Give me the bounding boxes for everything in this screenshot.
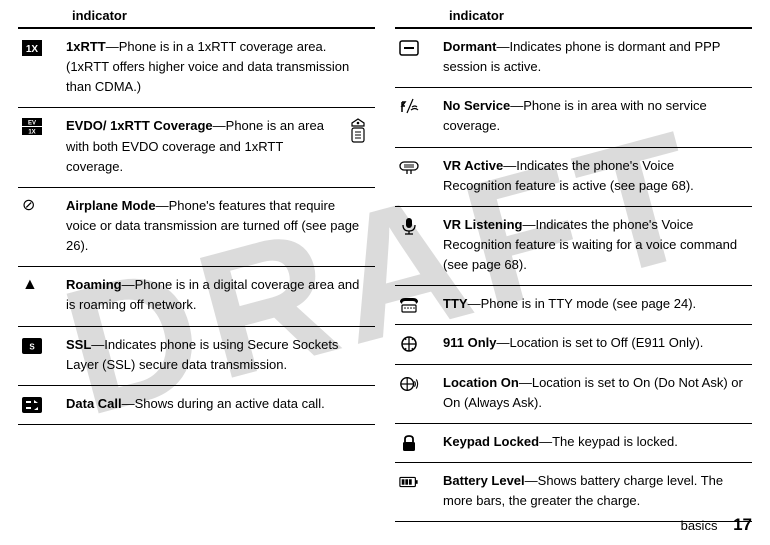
text: —Phone is in TTY mode (see page 24). (468, 296, 697, 311)
desc: 911 Only—Location is set to Off (E911 On… (443, 333, 746, 353)
title: Airplane Mode (66, 198, 156, 213)
t1: — (519, 375, 532, 390)
right-column: indicator Dormant—Indicates phone is dor… (395, 4, 752, 522)
table-row: Data Call—Shows during an active data ca… (18, 386, 375, 425)
t2: is set to (559, 335, 611, 350)
desc: Keypad Locked—The keypad is locked. (443, 432, 746, 452)
desc: Data Call—Shows during an active data ca… (66, 394, 369, 414)
t3: or (728, 375, 743, 390)
title: Roaming (66, 277, 122, 292)
title: Data Call (66, 396, 122, 411)
desc: TTY—Phone is in TTY mode (see page 24). (443, 294, 746, 314)
text: —The keypad is locked. (539, 434, 678, 449)
table-row: VR Listening—Indicates the phone's Voice… (395, 207, 752, 286)
table-row: Dormant—Indicates phone is dormant and P… (395, 29, 752, 88)
data-call-icon (22, 394, 66, 414)
title: SSL (66, 337, 91, 352)
1xrtt-icon: 1X (22, 37, 66, 97)
table-row: Location On—Location is set to On (Do No… (395, 365, 752, 424)
title: Dormant (443, 39, 496, 54)
title: Battery Level (443, 473, 525, 488)
no-service-icon (399, 96, 443, 136)
table-row: 911 Only—Location is set to Off (E911 On… (395, 325, 752, 364)
roaming-icon: ▲ (22, 275, 66, 315)
table-row: Keypad Locked—The keypad is locked. (395, 424, 752, 463)
keypad-locked-icon (399, 432, 443, 452)
desc: VR Active—Indicates the phone's Voice Re… (443, 156, 746, 196)
c1: Location (532, 375, 581, 390)
911-only-icon (399, 333, 443, 353)
ssl-icon: S (22, 335, 66, 375)
battery-level-icon (399, 471, 443, 511)
desc: Dormant—Indicates phone is dormant and P… (443, 37, 746, 77)
header-label: indicator (395, 8, 504, 23)
svg-text:S: S (29, 342, 35, 351)
left-column: indicator 1X 1xRTT—Phone is in a 1xRTT c… (18, 4, 375, 522)
title: 1xRTT (66, 39, 106, 54)
table-row: No Service—Phone is in area with no serv… (395, 88, 752, 147)
t1: — (496, 335, 509, 350)
desc: Location On—Location is set to On (Do No… (443, 373, 746, 413)
desc: 1xRTT—Phone is in a 1xRTT coverage area.… (66, 37, 369, 97)
title: VR Active (443, 158, 503, 173)
header-label: indicator (18, 8, 127, 23)
svg-text:1X: 1X (28, 130, 35, 136)
table-row: 1X 1xRTT—Phone is in a 1xRTT coverage ar… (18, 29, 375, 108)
tty-icon (399, 294, 443, 314)
table-row: ▲ Roaming—Phone is in a digital coverage… (18, 267, 375, 326)
t3: . (700, 335, 704, 350)
title: 911 Only (443, 335, 496, 350)
text: —Shows during an active data call. (122, 396, 325, 411)
t2: is set to (581, 375, 633, 390)
title: VR Listening (443, 217, 522, 232)
desc: Battery Level—Shows battery charge level… (443, 471, 746, 511)
c1: Location (509, 335, 558, 350)
page-content: indicator 1X 1xRTT—Phone is in a 1xRTT c… (0, 0, 770, 522)
text: —Phone is in a 1xRTT coverage area. (1xR… (66, 39, 349, 94)
table-row: TTY—Phone is in TTY mode (see page 24). (395, 286, 752, 325)
airplane-mode-icon: ⊘ (22, 196, 66, 256)
c2: Off (E911 Only) (611, 335, 700, 350)
desc: Roaming—Phone is in a digital coverage a… (66, 275, 369, 315)
desc: EVDO/ 1xRTT Coverage—Phone is an area wi… (66, 116, 369, 176)
table-row: EV 1X EVDO/ 1xRTT Coverage—Phone is an ar… (18, 108, 375, 187)
c3: On (Always Ask) (443, 395, 538, 410)
table-row: Battery Level—Shows battery charge level… (395, 463, 752, 522)
feature-marker-icon (347, 118, 369, 150)
table-header: indicator (18, 4, 375, 29)
table-row: ⊘ Airplane Mode—Phone's features that re… (18, 188, 375, 267)
vr-listening-icon (399, 215, 443, 275)
desc: No Service—Phone is in area with no serv… (443, 96, 746, 136)
c2: On (Do Not Ask) (633, 375, 728, 390)
desc: SSL—Indicates phone is using Secure Sock… (66, 335, 369, 375)
title: EVDO/ 1xRTT Coverage (66, 118, 213, 133)
table-row: VR Active—Indicates the phone's Voice Re… (395, 148, 752, 207)
title: Keypad Locked (443, 434, 539, 449)
table-row: S SSL—Indicates phone is using Secure So… (18, 327, 375, 386)
table-header: indicator (395, 4, 752, 29)
desc: VR Listening—Indicates the phone's Voice… (443, 215, 746, 275)
svg-text:EV: EV (28, 121, 36, 127)
text: —Indicates phone is using Secure Sockets… (66, 337, 338, 372)
t4: . (538, 395, 542, 410)
location-on-icon (399, 373, 443, 413)
title: Location On (443, 375, 519, 390)
title: No Service (443, 98, 510, 113)
evdo-1xrtt-icon: EV 1X (22, 116, 66, 176)
dormant-icon (399, 37, 443, 77)
desc: Airplane Mode—Phone's features that requ… (66, 196, 369, 256)
vr-active-icon (399, 156, 443, 196)
svg-text:1X: 1X (26, 44, 39, 55)
title: TTY (443, 296, 468, 311)
